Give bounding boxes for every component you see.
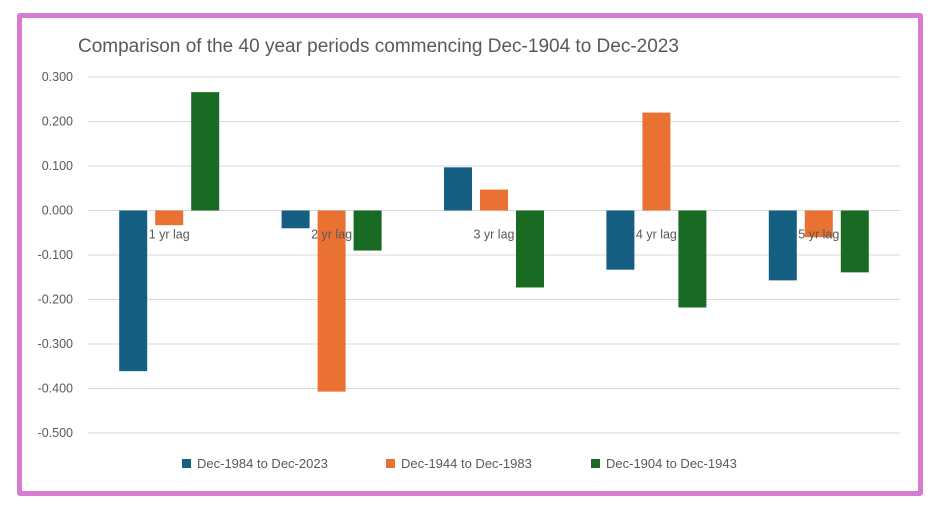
bar-1-5 <box>768 210 797 281</box>
legend-swatch <box>591 459 600 468</box>
bar-1-1 <box>119 210 148 372</box>
bar-3-3 <box>516 210 544 288</box>
bar-3-2 <box>353 210 382 251</box>
legend-label: Dec-1904 to Dec-1943 <box>606 456 737 471</box>
y-tick-label: -0.400 <box>38 382 73 396</box>
y-tick-label: -0.100 <box>38 248 73 262</box>
bar-2-2 <box>317 210 346 392</box>
y-tick-label: 0.100 <box>42 159 73 173</box>
x-category-label: 2 yr lag <box>311 228 352 242</box>
bar-2-5 <box>804 210 833 238</box>
x-category-label: 1 yr lag <box>149 228 190 242</box>
legend-swatch <box>182 459 191 468</box>
y-tick-label: -0.500 <box>38 426 73 440</box>
bar-3-5 <box>840 210 869 273</box>
bar-3-1 <box>191 92 220 211</box>
bar-2-3 <box>480 189 508 211</box>
bar-2-1 <box>155 210 184 226</box>
bar-1-2 <box>281 210 310 229</box>
chart-title: Comparison of the 40 year periods commen… <box>78 36 679 57</box>
legend-swatch <box>386 459 395 468</box>
bar-3-4 <box>678 210 707 308</box>
y-tick-label: 0.000 <box>42 204 73 218</box>
y-tick-label: -0.200 <box>38 293 73 307</box>
y-tick-label: -0.300 <box>38 337 73 351</box>
x-category-label: 3 yr lag <box>474 228 515 242</box>
legend-label: Dec-1944 to Dec-1983 <box>401 456 532 471</box>
bar-2-4 <box>642 112 671 211</box>
y-tick-label: 0.300 <box>42 70 73 84</box>
legend-label: Dec-1984 to Dec-2023 <box>197 456 328 471</box>
bar-1-4 <box>606 210 635 270</box>
x-category-label: 5 yr lag <box>798 228 839 242</box>
x-category-label: 4 yr lag <box>636 228 677 242</box>
y-tick-label: 0.200 <box>42 115 73 129</box>
bar-1-3 <box>444 167 472 211</box>
